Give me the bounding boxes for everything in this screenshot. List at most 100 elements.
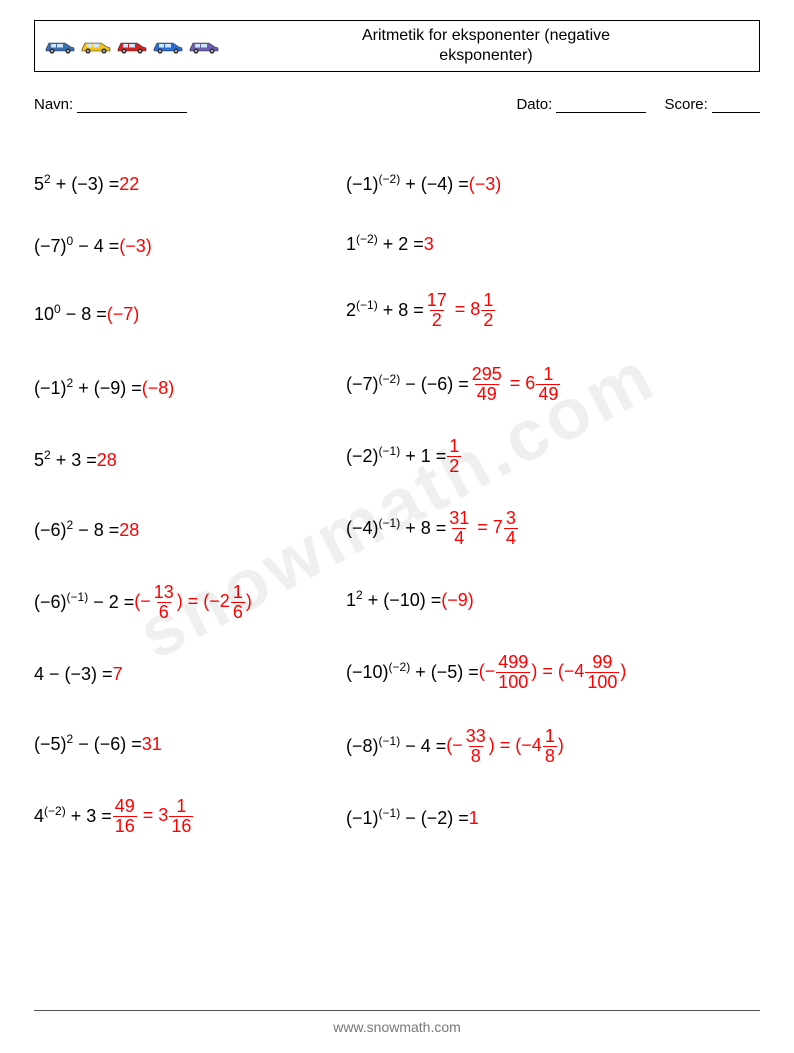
worksheet-title: Aritmetik for eksponenter (negative eksp… [221,26,751,66]
answer: 4916 = 3116 [112,797,195,836]
expression: (−7)0 − 4 = [34,236,119,257]
expression: (−1)(−1) − (−2) = [346,808,469,829]
fraction: 12 [447,437,461,476]
answer: (−8) [142,378,175,399]
answer: 1 [469,808,479,829]
fraction: 499100 [496,653,530,692]
expression: 52 + (−3) = [34,174,119,195]
expression: (−1)2 + (−9) = [34,378,142,399]
answer: 28 [97,450,117,471]
expression: 1(−2) + 2 = [346,234,424,255]
problem-row: (−8)(−1) − 4 = (−338) = (−418) [346,709,760,783]
footer-text: www.snowmath.com [333,1019,461,1035]
problem-row: 4 − (−3) = 7 [34,639,346,709]
score-label: Score: [664,96,707,113]
expression: (−8)(−1) − 4 = [346,736,446,757]
problem-row: (−6)2 − 8 = 28 [34,495,346,565]
answer: 28 [119,520,139,541]
name-blank [77,99,187,113]
car-icon [115,37,149,55]
fraction: 338 [464,727,488,766]
answer: (−338) = (−418) [446,727,564,766]
expression: (−10)(−2) + (−5) = [346,662,479,683]
car-icon [43,37,77,55]
fraction: 29549 [470,365,504,404]
problem-row: 52 + 3 = 28 [34,425,346,495]
fraction: 136 [152,583,176,622]
answer: 7 [113,664,123,685]
answer: (−3) [119,236,152,257]
worksheet-header: Aritmetik for eksponenter (negative eksp… [34,20,760,72]
answer: (−3) [469,174,502,195]
answer: 29549 = 6149 [469,365,562,404]
problem-row: (−1)(−2) + (−4) = (−3) [346,153,760,215]
answer: 22 [119,174,139,195]
fraction: 99100 [585,653,619,692]
problem-row: 52 + (−3) = 22 [34,153,346,215]
expression: (−4)(−1) + 8 = [346,518,446,539]
problem-row: (−4)(−1) + 8 = 314 = 734 [346,491,760,565]
expression: 12 + (−10) = [346,590,441,611]
answer: (−9) [441,590,474,611]
problem-row: 12 + (−10) = (−9) [346,565,760,635]
fraction: 149 [536,365,560,404]
fraction: 314 [447,509,471,548]
answer: (−136) = (−216) [134,583,252,622]
fraction: 172 [425,291,449,330]
expression: (−5)2 − (−6) = [34,734,142,755]
fraction: 116 [169,797,193,836]
problem-row: 100 − 8 = (−7) [34,277,346,351]
fraction: 16 [231,583,245,622]
fraction: 12 [481,291,495,330]
answer: 172 = 812 [424,291,497,330]
answer: 3 [424,234,434,255]
title-line-1: Aritmetik for eksponenter (negative [362,27,610,44]
problem-row: (−1)2 + (−9) = (−8) [34,351,346,425]
expression: (−6)2 − 8 = [34,520,119,541]
answer: (−7) [107,304,140,325]
expression: (−2)(−1) + 1 = [346,446,446,467]
meta-row: Navn: Dato: Score: [34,96,760,113]
problem-row: (−6)(−1) − 2 = (−136) = (−216) [34,565,346,639]
problem-row: (−2)(−1) + 1 = 12 [346,421,760,491]
expression: (−6)(−1) − 2 = [34,592,134,613]
problem-row: (−7)0 − 4 = (−3) [34,215,346,277]
expression: 100 − 8 = [34,304,107,325]
score-blank [712,99,760,113]
fraction: 18 [543,727,557,766]
problem-row: 4(−2) + 3 = 4916 = 3116 [34,779,346,853]
meta-date: Dato: [516,96,646,113]
right-column: (−1)(−2) + (−4) = (−3)1(−2) + 2 = 32(−1)… [346,153,760,853]
meta-score: Score: [664,96,760,113]
problem-row: (−7)(−2) − (−6) = 29549 = 6149 [346,347,760,421]
left-column: 52 + (−3) = 22(−7)0 − 4 = (−3)100 − 8 = … [34,153,346,853]
expression: (−7)(−2) − (−6) = [346,374,469,395]
page-footer: www.snowmath.com [0,1010,794,1035]
car-icon [151,37,185,55]
meta-name: Navn: [34,96,516,113]
date-blank [556,99,646,113]
date-label: Dato: [516,96,552,113]
title-line-2: eksponenter) [439,47,532,64]
problem-row: 1(−2) + 2 = 3 [346,215,760,273]
problem-row: (−5)2 − (−6) = 31 [34,709,346,779]
expression: 2(−1) + 8 = [346,300,424,321]
problem-row: (−1)(−1) − (−2) = 1 [346,783,760,853]
header-cars [43,37,221,55]
problem-row: (−10)(−2) + (−5) = (−499100) = (−499100) [346,635,760,709]
problems-area: 52 + (−3) = 22(−7)0 − 4 = (−3)100 − 8 = … [34,153,760,853]
answer: 12 [446,437,462,476]
name-label: Navn: [34,96,73,113]
problem-row: 2(−1) + 8 = 172 = 812 [346,273,760,347]
car-icon [79,37,113,55]
expression: (−1)(−2) + (−4) = [346,174,469,195]
expression: 4(−2) + 3 = [34,806,112,827]
footer-line [34,1010,760,1011]
answer: 314 = 734 [446,509,519,548]
fraction: 4916 [113,797,137,836]
expression: 52 + 3 = [34,450,97,471]
fraction: 34 [504,509,518,548]
expression: 4 − (−3) = [34,664,113,685]
answer: 31 [142,734,162,755]
answer: (−499100) = (−499100) [479,653,627,692]
